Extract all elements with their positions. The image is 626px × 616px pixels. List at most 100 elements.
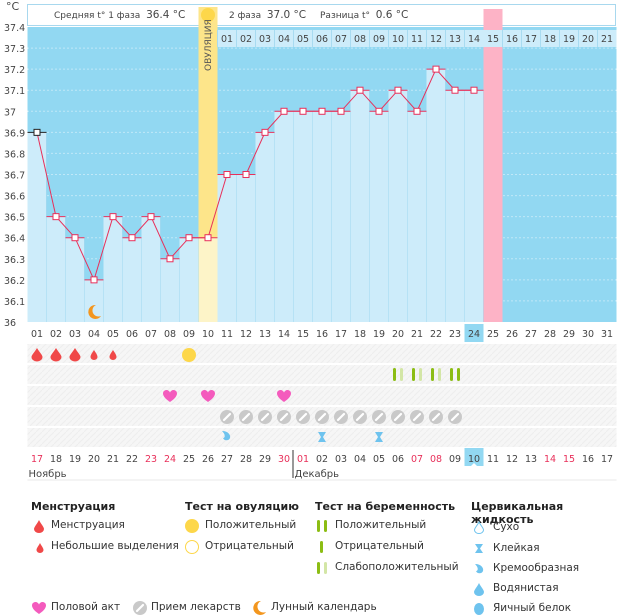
cycle-day-label: 28	[544, 329, 556, 340]
legend-title-ovulation-test: Тест на овуляцию	[185, 500, 299, 513]
calendar-date-label: 23	[145, 454, 157, 465]
cycle-day-label: 30	[582, 329, 594, 340]
calendar-date-label: 15	[563, 454, 575, 465]
pregnancy-weak-icon	[317, 562, 327, 574]
post-ovulation-day-label: 17	[525, 34, 537, 45]
moon-icon	[88, 304, 101, 319]
medication-icon-stripe	[279, 412, 289, 422]
y-tick-label: 36.6	[4, 192, 25, 203]
temperature-point	[242, 171, 250, 178]
y-axis-unit: °C	[6, 0, 20, 13]
cervical-creamy-icon	[475, 564, 484, 574]
temperature-bar	[293, 111, 313, 323]
temperature-line	[36, 68, 474, 282]
menstruation-icon	[31, 348, 43, 362]
calendar-date-label: 19	[69, 454, 81, 465]
y-tick-label: 36.2	[4, 276, 25, 287]
today-pointer	[471, 463, 477, 466]
y-tick-label: 36.1	[4, 297, 25, 308]
calendar-date-label: 25	[183, 454, 195, 465]
cycle-day-label: 25	[487, 329, 499, 340]
post-ovulation-day-label: 12	[430, 34, 442, 45]
temperature-bar	[312, 111, 332, 323]
cervical-sticky-icon	[375, 432, 383, 442]
medication-icon-stripe	[355, 412, 365, 422]
cycle-day-label: 04	[88, 329, 100, 340]
intercourse-icon	[277, 390, 291, 402]
legend-item-moon: Лунный календарь	[271, 601, 377, 613]
temperature-bar	[217, 174, 237, 322]
temperature-bar	[141, 216, 161, 322]
post-ovulation-day-label: 18	[544, 34, 556, 45]
ovulation-label: ОВУЛЯЦИЯ	[204, 19, 214, 71]
cycle-day-label: 31	[601, 329, 613, 340]
y-tick-label: 36.7	[4, 171, 25, 182]
y-tick-label: 36.5	[4, 213, 25, 224]
calendar-date-label: 21	[107, 454, 119, 465]
cycle-day-label: 21	[411, 329, 423, 340]
intercourse-icon	[201, 390, 215, 402]
calendar-date-label: 26	[202, 454, 214, 465]
legend-title-menstruation: Менструация	[31, 500, 116, 513]
medication-icon-stripe	[317, 412, 327, 422]
pregnancy-test-icon	[419, 368, 422, 381]
calendar-date-label: 06	[392, 454, 404, 465]
cycle-day-label: 01	[31, 329, 43, 340]
intercourse-icon	[32, 602, 46, 614]
cycle-day-label: 18	[354, 329, 366, 340]
cycle-day-label: 16	[316, 329, 328, 340]
post-ovulation-day-label: 16	[506, 34, 518, 45]
cycle-day-label: 03	[69, 329, 81, 340]
menstruation-icon	[34, 520, 44, 533]
calendar-date-label: 29	[259, 454, 271, 465]
cycle-day-label: 15	[297, 329, 309, 340]
temperature-bar	[350, 90, 370, 322]
marker-row-background	[27, 344, 617, 363]
y-tick-label: 37	[4, 107, 16, 118]
expected-period-column	[483, 9, 503, 322]
temperature-point	[470, 86, 478, 94]
legend-item-pregnancy-negative: Отрицательный	[335, 540, 424, 552]
calendar-date-label: 07	[411, 454, 423, 465]
ovulation-bar	[198, 237, 218, 322]
cycle-day-label: 23	[449, 329, 461, 340]
cycle-day-label: 10	[202, 329, 214, 340]
legend-item-intercourse: Половой акт	[51, 601, 121, 613]
calendar-date-label: 24	[164, 454, 176, 465]
cycle-day-label: 05	[107, 329, 119, 340]
menstruation-icon	[69, 348, 81, 362]
temperature-point	[109, 213, 117, 221]
phase-summary-bar: Средняя t° 1 фаза 36.4 °C 2 фаза 37.0 °C…	[27, 4, 616, 26]
pregnancy-positive-icon	[317, 520, 327, 532]
temperature-point	[451, 86, 459, 94]
legend-item-ovulation-positive: Положительный	[205, 519, 297, 531]
temperature-point	[33, 128, 41, 136]
legend-title-pregnancy-test: Тест на беременность	[315, 500, 456, 513]
phase1-label: Средняя t° 1 фаза 36.4 °C	[54, 9, 186, 21]
calendar-date-label: 12	[506, 454, 518, 465]
temperature-bar	[103, 216, 123, 322]
temperature-bar	[445, 90, 465, 322]
temperature-bar	[369, 111, 389, 323]
month-label: Ноябрь	[29, 469, 67, 480]
temperature-point	[413, 107, 421, 115]
cycle-day-label: 13	[259, 329, 271, 340]
medication-icon-stripe	[241, 412, 251, 422]
post-ovulation-day-label: 02	[240, 34, 252, 45]
cycle-day-label: 22	[430, 329, 442, 340]
cervical-watery-icon	[474, 583, 484, 596]
cervical-creamy-icon	[222, 431, 231, 441]
phase2-label: 2 фаза 37.0 °C	[229, 9, 307, 21]
calendar-date-label: 17	[31, 454, 43, 465]
temperature-point	[185, 234, 193, 242]
medication-icon-stripe	[393, 412, 403, 422]
post-ovulation-day-label: 05	[297, 34, 309, 45]
legend-item-sticky: Клейкая	[493, 542, 540, 554]
post-ovulation-day-label: 21	[601, 34, 613, 45]
legend-item-watery: Водянистая	[493, 582, 559, 594]
temperature-bar	[388, 90, 408, 322]
calendar-date-label: 14	[544, 454, 556, 465]
temperature-point	[356, 86, 364, 94]
temperature-point	[394, 86, 402, 94]
ovulation-positive-icon	[185, 519, 199, 533]
